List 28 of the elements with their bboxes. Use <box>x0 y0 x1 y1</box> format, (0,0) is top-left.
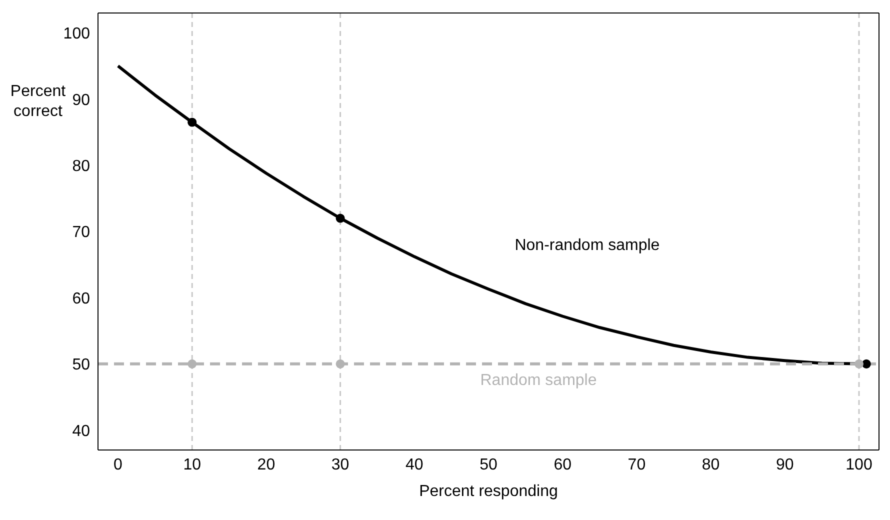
point <box>336 359 345 368</box>
series-label: Random sample <box>480 372 597 390</box>
x-tick-label: 60 <box>554 456 572 474</box>
y-tick-label: 40 <box>72 422 90 440</box>
text: Non-random sample <box>514 236 660 254</box>
x-tick-label: 100 <box>846 456 872 474</box>
x-tick-label: 90 <box>776 456 794 474</box>
x-tick-label: 50 <box>480 456 498 474</box>
x-axis-title: Percent responding <box>419 483 558 500</box>
x-tick-label: 10 <box>183 456 202 474</box>
x-tick-label: 30 <box>331 456 350 474</box>
point <box>336 214 345 223</box>
y-tick-label: 50 <box>72 356 90 374</box>
point <box>862 359 871 368</box>
y-tick-label: 60 <box>72 290 90 308</box>
y-tick-label: 70 <box>72 224 90 242</box>
x-tick-label: 80 <box>702 456 720 474</box>
y-tick-label: 80 <box>72 158 90 175</box>
x-tick-label: 0 <box>114 456 123 474</box>
y-tick-label: 100 <box>63 26 90 43</box>
x-tick-label: 70 <box>628 456 646 474</box>
y-tick-label: 90 <box>72 92 90 109</box>
x-tick-label: 20 <box>257 456 276 474</box>
point <box>188 359 197 368</box>
y-axis-title: Percent correct <box>10 83 66 120</box>
point <box>854 359 864 368</box>
point <box>188 118 197 127</box>
x-tick-label: 40 <box>406 456 424 474</box>
